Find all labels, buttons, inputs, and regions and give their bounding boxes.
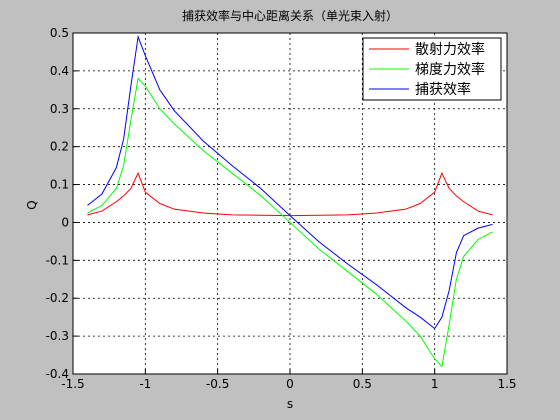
y-axis-label: Q (25, 200, 39, 209)
y-tick-label: 0.4 (50, 64, 69, 78)
y-tick-label: -0.2 (46, 291, 69, 305)
x-tick-label: 1.5 (497, 377, 516, 391)
legend-label: 散射力效率 (415, 41, 485, 58)
x-tick-label: 0 (286, 377, 294, 391)
x-tick-label: 1 (431, 377, 439, 391)
y-tick-label: -0.1 (46, 253, 69, 267)
legend-label: 梯度力效率 (415, 61, 485, 78)
y-tick-label: 0.1 (50, 178, 69, 192)
series-line (87, 34, 493, 330)
x-tick-label: -1 (139, 377, 151, 391)
x-tick-label: -0.5 (206, 377, 229, 391)
x-tick-label: 0.5 (353, 377, 372, 391)
y-tick-label: -0.3 (46, 329, 69, 343)
y-tick-label: 0 (61, 215, 69, 229)
series-line (87, 77, 493, 368)
y-tick-label: -0.4 (46, 367, 69, 381)
x-tick-label: -1.5 (61, 377, 84, 391)
x-axis-label: s (287, 397, 293, 411)
legend-label: 捕获效率 (415, 81, 471, 98)
axes-frame (72, 32, 508, 375)
y-tick-label: 0.3 (50, 102, 69, 116)
y-tick-label: 0.2 (50, 140, 69, 154)
y-tick-label: 0.5 (50, 26, 69, 40)
chart-title: 捕获效率与中心距离关系（单光束入射） (182, 8, 398, 23)
